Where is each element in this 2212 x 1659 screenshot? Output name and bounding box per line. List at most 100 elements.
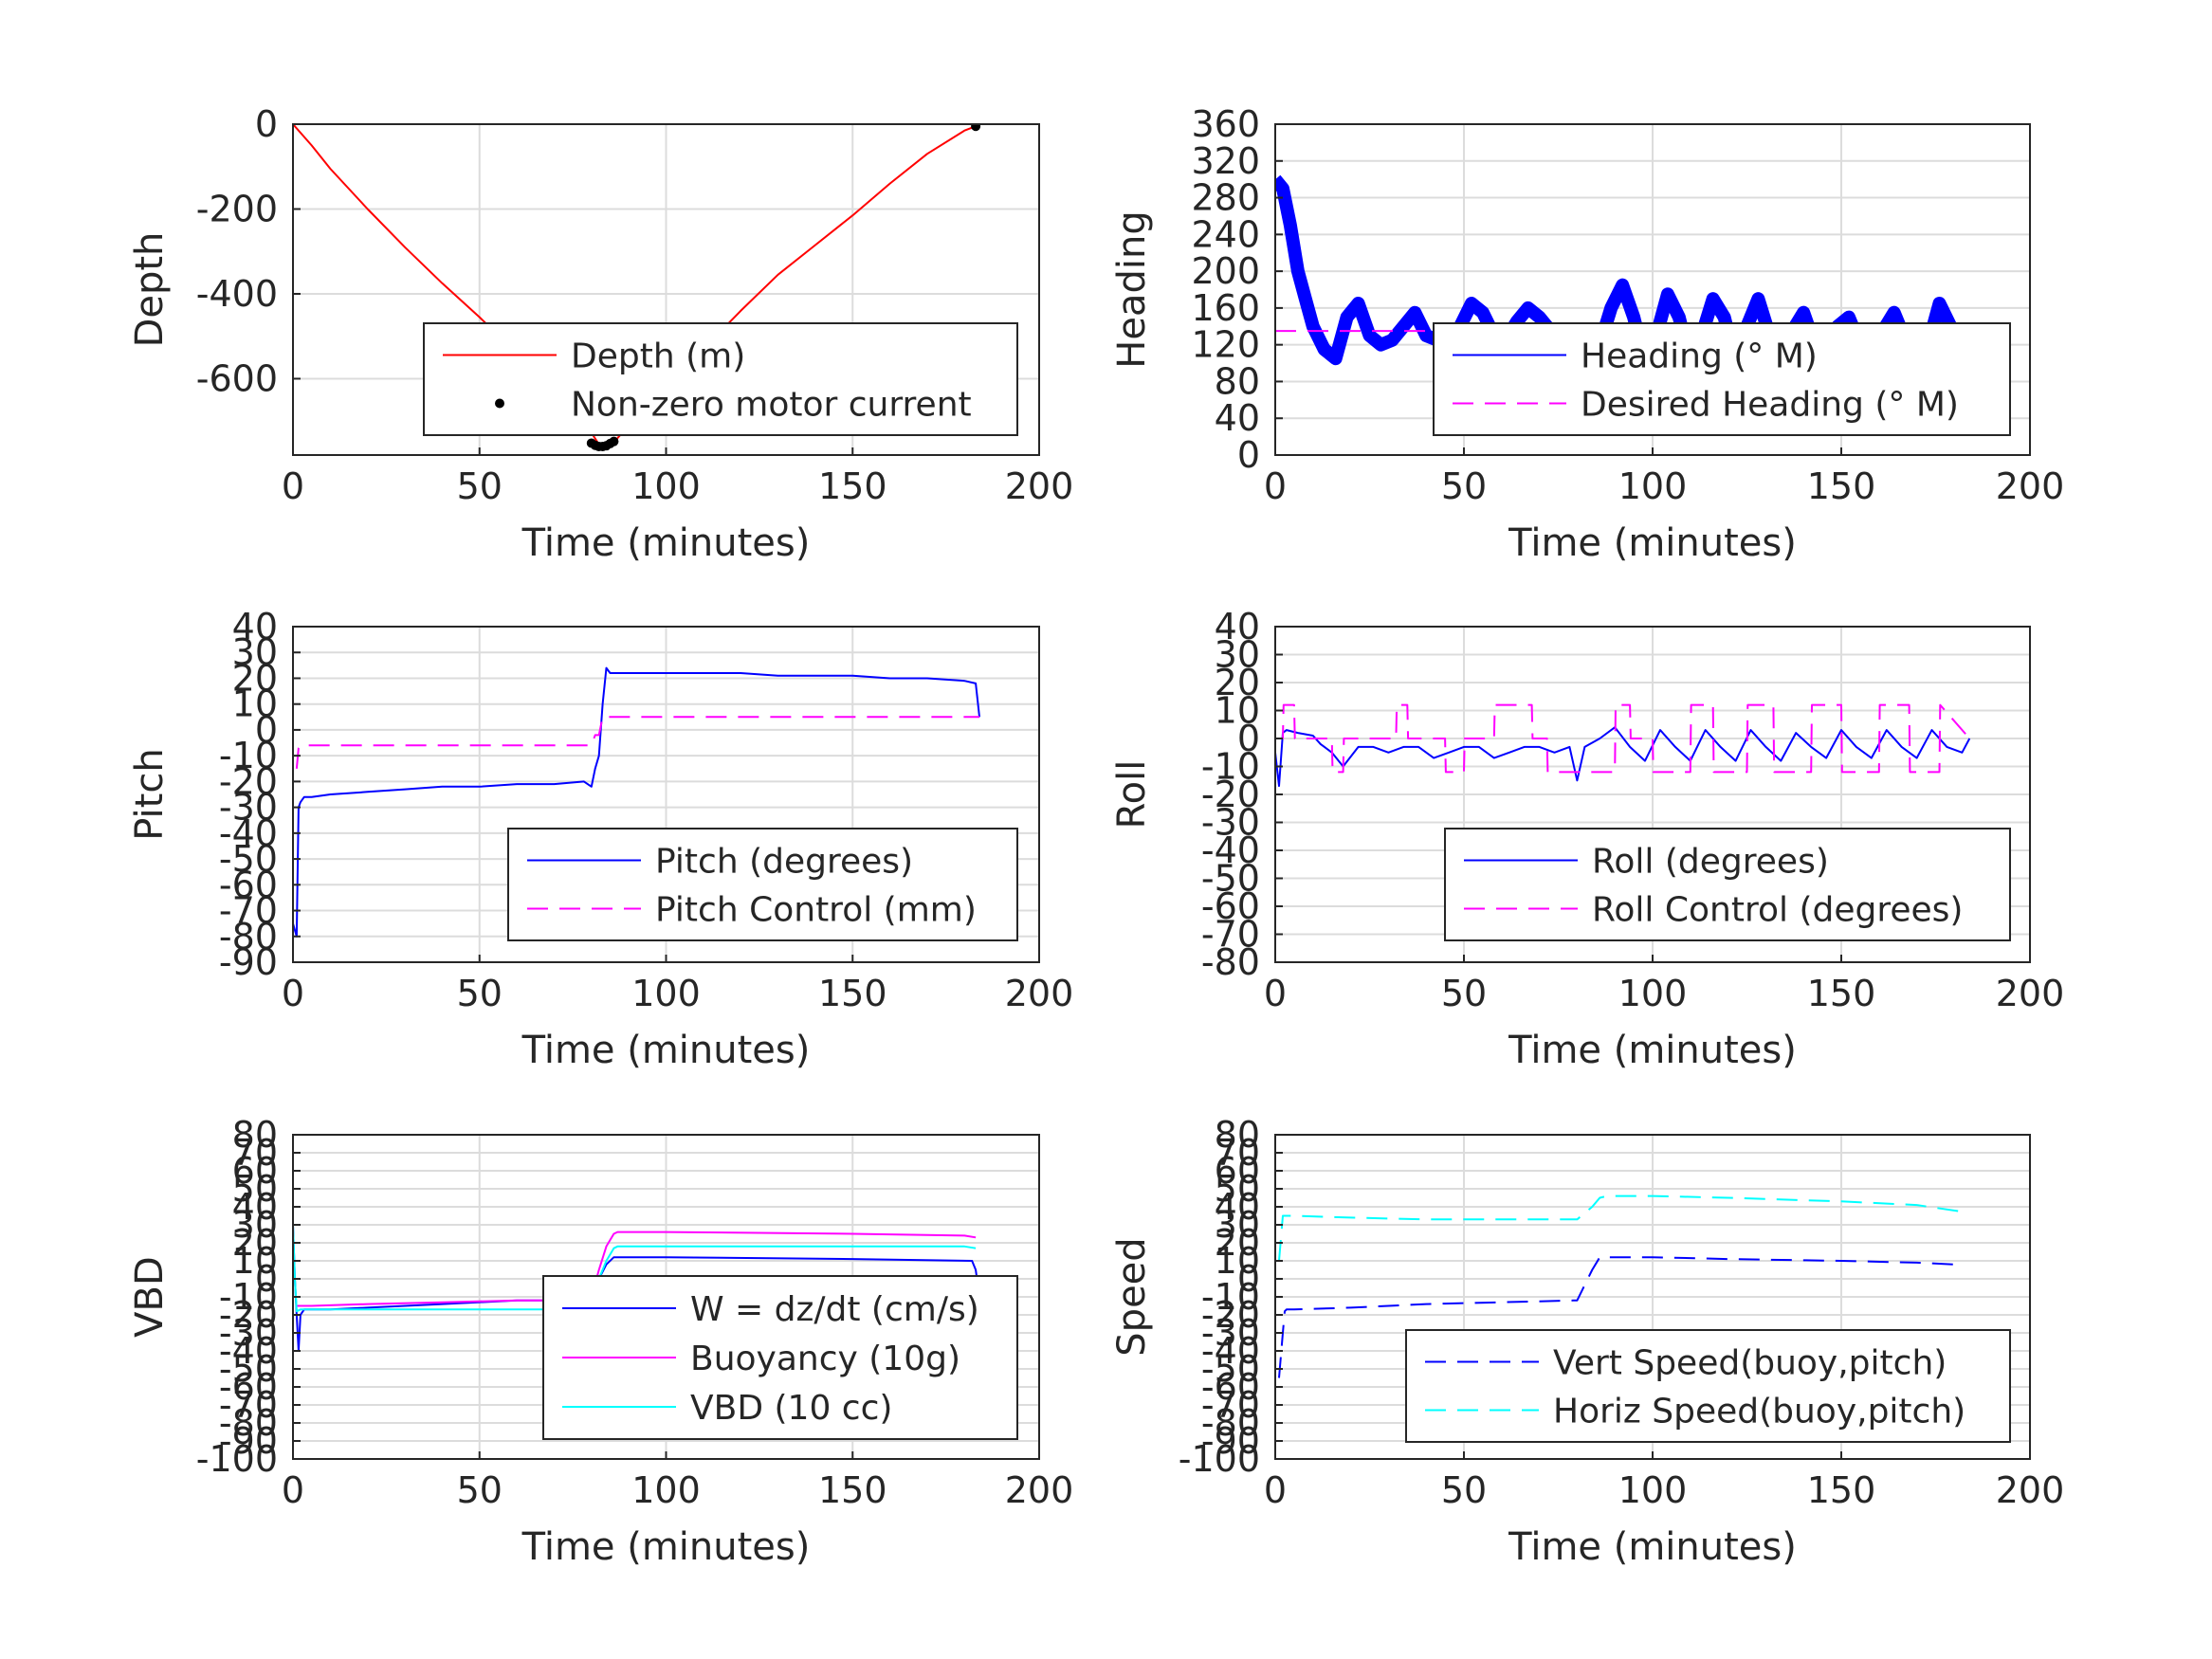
y-tick-label: -20 bbox=[1201, 1294, 1260, 1336]
x-tick-label: 200 bbox=[1996, 973, 2065, 1014]
y-tick-label: -90 bbox=[219, 941, 278, 983]
y-axis-label: Heading bbox=[1110, 210, 1154, 368]
x-tick-label: 150 bbox=[818, 1469, 887, 1511]
x-axis-label: Time (minutes) bbox=[521, 1029, 811, 1072]
y-tick-label: 240 bbox=[1191, 213, 1260, 255]
y-tick-label: -40 bbox=[219, 812, 278, 854]
y-tick-label: 40 bbox=[232, 606, 278, 647]
x-tick-label: 150 bbox=[818, 465, 887, 507]
series-vert-speed-buoy-pitch-line bbox=[1278, 1256, 1955, 1378]
legend-box bbox=[1444, 828, 2011, 941]
x-tick-label: 100 bbox=[1618, 465, 1688, 507]
y-axis-label: VBD bbox=[128, 1256, 172, 1338]
y-tick-label: 10 bbox=[1215, 690, 1260, 732]
y-axis-label: Depth bbox=[128, 232, 172, 348]
legend: Vert Speed(buoy,pitch) Horiz Speed(buoy,p… bbox=[1405, 1329, 2011, 1443]
x-tick-label: 0 bbox=[282, 1469, 304, 1511]
y-tick-label: -200 bbox=[196, 188, 278, 229]
y-tick-label: -40 bbox=[1201, 830, 1260, 871]
y-tick-label: 0 bbox=[255, 103, 278, 145]
legend-pitch-control-mm-label: Pitch Control (mm) bbox=[655, 891, 977, 930]
y-tick-label: -10 bbox=[1201, 1276, 1260, 1318]
y-tick-label: 80 bbox=[232, 1114, 278, 1156]
x-tick-label: 0 bbox=[1264, 973, 1287, 1014]
pitch-plot: 0 50 100 150 200-90-80-70-60-50-40-30-20-100… bbox=[128, 606, 1073, 1072]
x-tick-label: 0 bbox=[282, 973, 304, 1014]
y-tick-label: -40 bbox=[219, 1330, 278, 1372]
y-tick-label: -70 bbox=[1201, 1384, 1260, 1426]
x-tick-label: 150 bbox=[1807, 465, 1876, 507]
y-tick-label: 20 bbox=[232, 657, 278, 699]
y-tick-label: 20 bbox=[1215, 1222, 1260, 1264]
legend-buoyancy-10g-label: Buoyancy (10g) bbox=[690, 1340, 960, 1378]
y-tick-label: 30 bbox=[1215, 634, 1260, 676]
series-roll-control-degrees-line bbox=[1275, 703, 1971, 774]
x-axis-label: Time (minutes) bbox=[1508, 521, 1797, 565]
legend-roll-control-degrees-label: Roll Control (degrees) bbox=[1592, 891, 1963, 930]
vbd-plot: 0 50 100 150 200-100-90-80-70-60-50-40-30-20… bbox=[128, 1114, 1073, 1569]
y-tick-label: -100 bbox=[196, 1438, 278, 1480]
y-tick-label: 320 bbox=[1191, 140, 1260, 182]
legend: W = dz/dt (cm/s) Buoyancy (10g) VBD (10 cc… bbox=[542, 1275, 1018, 1440]
y-tick-label: 70 bbox=[1215, 1132, 1260, 1174]
x-tick-label: 50 bbox=[1441, 973, 1487, 1014]
y-tick-label: 80 bbox=[1215, 1114, 1260, 1156]
legend-box bbox=[423, 322, 1018, 436]
speed-plot: 0 50 100 150 200-100-90-80-70-60-50-40-30-20… bbox=[1110, 1114, 2064, 1569]
y-tick-label: 20 bbox=[232, 1222, 278, 1264]
x-tick-label: 100 bbox=[1618, 1469, 1688, 1511]
y-tick-label: -10 bbox=[219, 1276, 278, 1318]
y-tick-label: 10 bbox=[1215, 1240, 1260, 1282]
legend-depth-m-label: Depth (m) bbox=[571, 337, 745, 376]
y-tick-label: -30 bbox=[1201, 1312, 1260, 1354]
y-tick-label: 50 bbox=[232, 1168, 278, 1210]
legend-pitch-degrees-label: Pitch (degrees) bbox=[655, 843, 913, 882]
y-tick-label: -80 bbox=[219, 916, 278, 957]
x-axis-label: Time (minutes) bbox=[521, 521, 811, 565]
y-tick-label: -80 bbox=[219, 1402, 278, 1444]
y-axis-label: Speed bbox=[1110, 1237, 1154, 1356]
x-tick-label: 0 bbox=[1264, 1469, 1287, 1511]
x-tick-label: 50 bbox=[1441, 1469, 1487, 1511]
data-layer bbox=[293, 124, 981, 452]
y-tick-label: 0 bbox=[255, 1258, 278, 1300]
x-tick-label: 100 bbox=[631, 1469, 701, 1511]
y-tick-label: -90 bbox=[1201, 1420, 1260, 1462]
legend-non-zero-motor-current-swatch bbox=[495, 398, 504, 409]
y-tick-label: -50 bbox=[1201, 858, 1260, 900]
data-layer bbox=[1278, 1194, 1966, 1378]
heading-plot: 0 50 100 150 20004080120160200240280320360Ti… bbox=[1110, 103, 2064, 565]
x-tick-label: 200 bbox=[1005, 1469, 1074, 1511]
y-tick-label: -90 bbox=[219, 1420, 278, 1462]
y-tick-label: -60 bbox=[219, 1366, 278, 1408]
y-tick-label: 70 bbox=[232, 1132, 278, 1174]
y-tick-label: -70 bbox=[219, 1384, 278, 1426]
x-tick-label: 200 bbox=[1005, 465, 1074, 507]
y-tick-label: -60 bbox=[1201, 1366, 1260, 1408]
x-tick-label: 100 bbox=[1618, 973, 1688, 1014]
y-tick-label: 280 bbox=[1191, 177, 1260, 219]
y-tick-label: 120 bbox=[1191, 324, 1260, 366]
y-tick-label: -50 bbox=[219, 838, 278, 880]
y-tick-label: -50 bbox=[219, 1348, 278, 1390]
y-tick-label: -80 bbox=[1201, 941, 1260, 983]
legend: Heading (° M) Desired Heading (° M) bbox=[1433, 322, 2011, 436]
legend-box bbox=[1433, 322, 2011, 436]
y-tick-label: -70 bbox=[219, 890, 278, 932]
y-tick-label: -600 bbox=[196, 357, 278, 399]
y-tick-label: 60 bbox=[1215, 1150, 1260, 1192]
depth-plot: 0 50 100 150 200 0 -200 -400 -600 Time (minutes) D… bbox=[128, 103, 1073, 565]
y-axis-label: Roll bbox=[1110, 760, 1154, 830]
x-tick-label: 100 bbox=[631, 973, 701, 1014]
y-tick-label: -20 bbox=[219, 1294, 278, 1336]
y-tick-label: -30 bbox=[1201, 802, 1260, 844]
legend-box bbox=[1405, 1329, 2011, 1443]
y-tick-label: 80 bbox=[1215, 360, 1260, 402]
y-tick-label: 0 bbox=[1237, 1258, 1260, 1300]
series-pitch-degrees-line bbox=[293, 666, 980, 938]
series-horiz-speed-buoy-pitch-line bbox=[1278, 1194, 1966, 1262]
y-tick-label: 40 bbox=[1215, 397, 1260, 439]
y-tick-label: -400 bbox=[196, 273, 278, 315]
data-layer bbox=[293, 666, 980, 938]
series-roll-degrees-line bbox=[1275, 726, 1971, 788]
